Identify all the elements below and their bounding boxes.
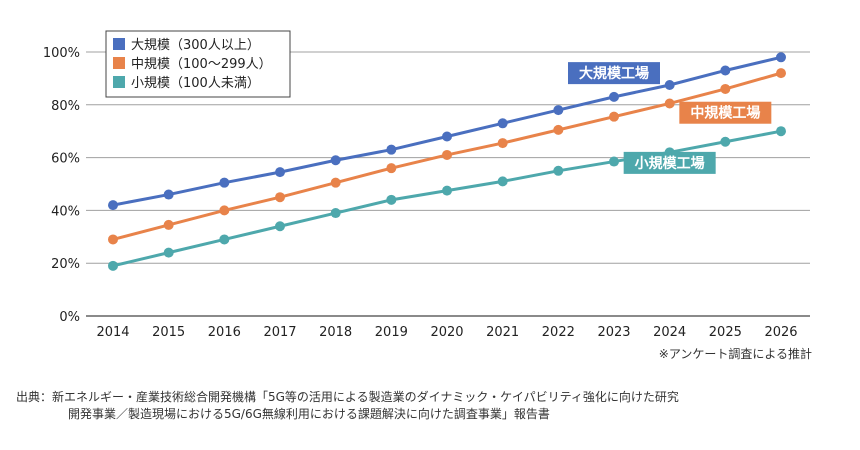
data-point bbox=[163, 189, 174, 200]
data-point bbox=[776, 52, 786, 63]
x-tick-label: 2015 bbox=[152, 325, 185, 340]
source-line-1: 出典：新エネルギー・産業技術総合開発機構「5G等の活用による製造業のダイナミック… bbox=[16, 390, 679, 404]
data-point bbox=[386, 163, 397, 174]
legend-label: 中規模（100〜299人） bbox=[131, 57, 272, 72]
data-point bbox=[776, 68, 786, 79]
series-annotation-box bbox=[679, 101, 772, 124]
source-note: 出典：新エネルギー・産業技術総合開発機構「5G等の活用による製造業のダイナミック… bbox=[16, 389, 846, 423]
data-point bbox=[163, 219, 174, 230]
x-tick-label: 2020 bbox=[430, 325, 463, 340]
data-point bbox=[497, 138, 508, 149]
x-tick-label: 2021 bbox=[486, 325, 519, 340]
y-tick-label: 60% bbox=[51, 152, 80, 167]
x-tick-label: 2025 bbox=[709, 325, 742, 340]
legend-swatch bbox=[113, 76, 125, 88]
y-tick-label: 80% bbox=[51, 99, 80, 114]
x-tick-label: 2017 bbox=[263, 325, 296, 340]
data-point bbox=[497, 176, 508, 187]
x-tick-label: 2018 bbox=[319, 325, 352, 340]
x-tick-label: 2022 bbox=[542, 325, 575, 340]
legend-label: 大規模（300人以上） bbox=[131, 38, 260, 53]
legend-swatch bbox=[113, 57, 125, 69]
data-point bbox=[219, 205, 230, 216]
data-point bbox=[219, 177, 230, 188]
x-tick-label: 2016 bbox=[208, 325, 241, 340]
data-point bbox=[720, 83, 731, 94]
data-point bbox=[664, 80, 675, 90]
series-annotation-box bbox=[568, 62, 660, 85]
x-tick-label: 2019 bbox=[375, 325, 408, 340]
x-tick-label: 2023 bbox=[597, 325, 630, 340]
series-annotation-label: 大規模工場 bbox=[579, 65, 649, 82]
footnote: ※アンケート調査による推計 bbox=[659, 346, 812, 361]
data-point bbox=[163, 247, 174, 258]
data-point bbox=[497, 118, 508, 129]
data-point bbox=[553, 165, 564, 176]
data-point bbox=[442, 149, 452, 160]
data-point bbox=[609, 156, 619, 167]
data-point bbox=[442, 131, 452, 142]
y-tick-label: 0% bbox=[59, 310, 80, 325]
data-point bbox=[275, 192, 285, 203]
data-point bbox=[553, 124, 564, 135]
data-point bbox=[108, 260, 118, 271]
y-tick-label: 100% bbox=[43, 46, 80, 61]
data-point bbox=[330, 155, 341, 166]
series-annotation-box bbox=[623, 151, 716, 174]
data-point bbox=[330, 208, 341, 219]
source-line-2: 開発事業／製造現場における5G/6G無線利用における課題解決に向けた調査事業」報… bbox=[68, 407, 550, 421]
data-point bbox=[553, 105, 564, 116]
series-annotation-label: 中規模工場 bbox=[690, 105, 760, 122]
line-chart: 0% 20% 40% 60% 80% 100% 2014 2015 2016 2017 2018 20… bbox=[43, 30, 812, 361]
data-point bbox=[275, 221, 285, 232]
data-point bbox=[219, 234, 230, 245]
data-point bbox=[108, 200, 118, 211]
y-tick-label: 40% bbox=[51, 204, 80, 219]
data-point bbox=[776, 126, 786, 137]
data-point bbox=[386, 144, 397, 155]
data-point bbox=[720, 136, 731, 147]
data-point bbox=[442, 185, 452, 196]
data-point bbox=[330, 177, 341, 188]
legend-box bbox=[105, 30, 291, 98]
y-tick-label: 20% bbox=[51, 257, 80, 272]
data-point bbox=[108, 234, 118, 245]
x-tick-label: 2014 bbox=[96, 325, 129, 340]
x-tick-label: 2024 bbox=[653, 325, 686, 340]
data-point bbox=[609, 111, 619, 122]
data-point bbox=[609, 91, 619, 102]
x-tick-label: 2026 bbox=[764, 325, 797, 340]
data-point bbox=[386, 194, 397, 205]
series-annotation-label: 小規模工場 bbox=[635, 155, 705, 172]
legend-swatch bbox=[113, 38, 125, 50]
data-point bbox=[664, 98, 675, 109]
legend-label: 小規模（100人未満） bbox=[131, 76, 260, 91]
data-point bbox=[720, 65, 731, 76]
data-point bbox=[275, 167, 285, 178]
